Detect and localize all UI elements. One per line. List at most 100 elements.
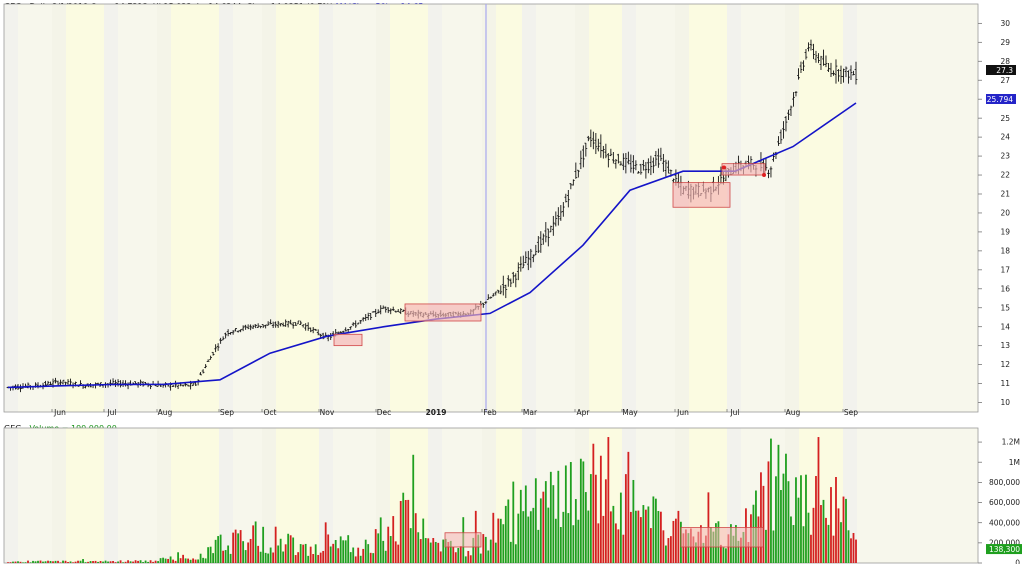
volume-bar <box>727 534 730 563</box>
volume-bar <box>609 511 612 563</box>
volume-bar <box>324 522 327 563</box>
volume-bar <box>742 531 745 563</box>
volume-bar <box>52 561 54 563</box>
volume-bar <box>109 561 112 563</box>
volume-bar <box>770 438 772 563</box>
volume-bar <box>820 505 822 563</box>
band-shade <box>428 428 442 563</box>
volume-bar <box>117 561 119 563</box>
volume-bar <box>827 524 830 563</box>
volume-bar <box>602 515 605 563</box>
y-tick-label: 18 <box>1000 246 1010 255</box>
band-shade <box>52 428 66 563</box>
volume-bar <box>267 553 270 563</box>
volume-bar <box>224 550 227 563</box>
volume-bar <box>209 546 212 563</box>
volume-bar <box>637 510 640 563</box>
volume-bar <box>554 518 557 563</box>
month-label: Aug <box>786 408 801 417</box>
volume-bar <box>217 536 220 563</box>
volume-bar <box>262 526 265 563</box>
volume-bar <box>797 497 800 563</box>
volume-bar <box>582 461 585 563</box>
band-shade <box>52 4 66 412</box>
volume-bar <box>740 537 742 563</box>
volume-bar <box>574 499 577 563</box>
volume-bar <box>247 542 250 563</box>
price-chart[interactable]: 1011121314151617181920212223242526272829… <box>0 0 1024 420</box>
y-tick-label: 17 <box>1000 265 1010 274</box>
vol-tick-label: 1M <box>1009 458 1020 467</box>
volume-bar <box>669 536 672 563</box>
volume-bar <box>314 544 317 563</box>
band-shade <box>319 4 333 412</box>
volume-bar <box>202 557 205 563</box>
volume-bar <box>627 451 630 563</box>
volume-bar <box>412 454 415 563</box>
volume-bar <box>364 539 367 563</box>
volume-bar <box>284 544 287 563</box>
volume-chart[interactable]: 0 200,000 400,000 600,000 800,000 1M 1.2M 138,3… <box>0 420 1024 564</box>
volume-bar <box>252 525 255 563</box>
volume-bar <box>737 540 740 563</box>
volume-bar <box>564 465 567 563</box>
volume-bar <box>547 507 550 563</box>
band-shade <box>428 4 442 412</box>
volume-bar <box>659 511 662 563</box>
volume-bar <box>182 554 185 563</box>
volume-bar <box>624 474 627 563</box>
volume-bar <box>567 513 570 563</box>
volume-bar <box>112 561 114 563</box>
volume-bar <box>222 550 225 563</box>
volume-bar <box>332 543 335 563</box>
band-shade <box>376 428 390 563</box>
volume-bar <box>279 538 282 563</box>
y-tick-label: 20 <box>1000 209 1010 218</box>
volume-bar <box>464 556 467 563</box>
band-shade <box>575 4 589 412</box>
volume-bar <box>532 507 535 563</box>
highlight-zone <box>333 333 363 347</box>
volume-bar <box>282 551 285 563</box>
price-frame <box>3 3 979 413</box>
y-tick-label: 27 <box>1000 76 1010 85</box>
volume-bar <box>14 561 17 563</box>
volume-bar <box>329 546 332 563</box>
volume-bar <box>27 560 29 563</box>
volume-bar <box>92 561 94 563</box>
volume-bar <box>755 490 757 563</box>
volume-bar <box>142 562 144 563</box>
band-shade <box>675 4 689 412</box>
month-band <box>843 428 978 563</box>
volume-bar <box>102 561 104 563</box>
band-shade <box>4 4 18 412</box>
volume-bar <box>644 509 647 563</box>
volume-bar <box>592 443 595 563</box>
volume-bar <box>499 518 502 563</box>
volume-bar <box>790 516 792 563</box>
volume-bar <box>832 535 835 563</box>
volume-bar <box>154 560 157 563</box>
volume-bar <box>214 539 217 563</box>
volume-bar <box>302 544 305 563</box>
volume-bar <box>74 561 77 563</box>
volume-bar <box>552 485 555 563</box>
volume-bar <box>442 539 445 563</box>
volume-bar <box>594 474 597 563</box>
last-volume-label-bg <box>986 544 1022 555</box>
volume-bar <box>39 560 42 563</box>
volume-bar <box>319 552 322 563</box>
last-price-label-bg <box>986 65 1016 75</box>
volume-bar <box>494 542 497 563</box>
volume-bar <box>777 444 780 563</box>
volume-bar <box>19 561 22 563</box>
volume-bar <box>277 545 280 563</box>
volume-bar <box>522 511 525 563</box>
band-shade <box>262 4 276 412</box>
volume-bar <box>122 562 124 563</box>
volume-bar <box>99 560 102 563</box>
volume-bar <box>705 535 707 563</box>
volume-bar <box>339 536 342 563</box>
volume-bar <box>152 561 154 563</box>
volume-bar <box>664 545 667 563</box>
